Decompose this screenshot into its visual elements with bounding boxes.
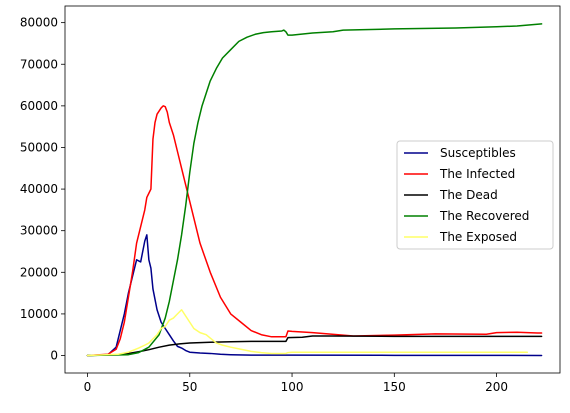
- y-tick-label: 10000: [20, 307, 58, 321]
- y-tick-label: 0: [50, 349, 58, 363]
- legend-label: The Exposed: [439, 230, 517, 244]
- legend-label: The Dead: [439, 188, 498, 202]
- series-line-the-recovered: [86, 23, 543, 357]
- legend-label: The Recovered: [439, 209, 529, 223]
- y-tick-label: 20000: [20, 265, 58, 279]
- legend-box: [396, 140, 554, 250]
- x-tick-label: 150: [383, 380, 406, 394]
- y-tick-label: 30000: [20, 224, 58, 238]
- series-layer: [86, 23, 543, 357]
- x-tick-label: 100: [281, 380, 304, 394]
- legend-label: The Infected: [439, 167, 515, 181]
- y-tick-label: 50000: [20, 140, 58, 154]
- y-tick-label: 40000: [20, 182, 58, 196]
- legend-label: Susceptibles: [440, 146, 516, 160]
- x-tick-label: 200: [485, 380, 508, 394]
- legend: Susceptibles The Infected The Dead The Reco…: [396, 140, 554, 250]
- axis-ticks: 0 50 100 150 200 0 10000 20000 30000 40000 50000 60…: [20, 16, 508, 394]
- y-tick-label: 70000: [20, 57, 58, 71]
- y-tick-label: 80000: [20, 16, 58, 30]
- x-tick-label: 0: [84, 380, 92, 394]
- series-line-the-exposed: [86, 309, 529, 357]
- series-line-the-infected: [86, 105, 543, 357]
- y-tick-label: 60000: [20, 99, 58, 113]
- plot-frame: [64, 5, 561, 374]
- x-tick-label: 50: [182, 380, 197, 394]
